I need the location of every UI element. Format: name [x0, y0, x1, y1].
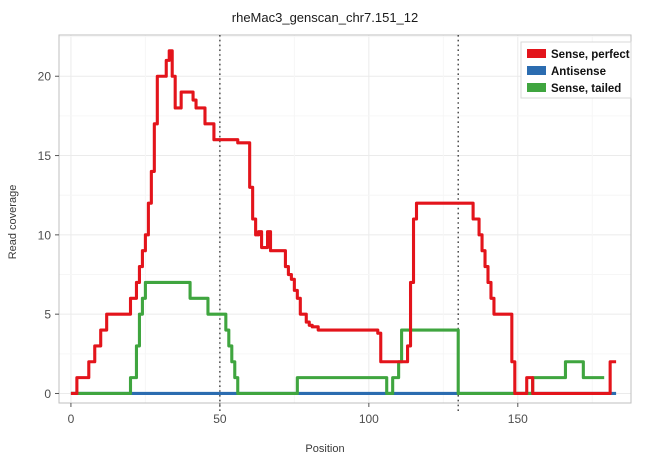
legend-label: Sense, perfect: [551, 49, 630, 61]
axis-ticks: 0 5 10 15 20 0 50 100 150: [38, 70, 528, 426]
plot-frame: [58, 34, 632, 404]
gridlines: [59, 35, 631, 403]
x-tick-label: 150: [508, 412, 528, 426]
series-lines: [70, 49, 617, 396]
legend-label: Antisense: [551, 66, 606, 78]
y-tick-label: 0: [44, 387, 51, 401]
legend-swatch: [527, 49, 546, 58]
y-axis-label: Read coverage: [7, 185, 19, 260]
legend-label: Sense, tailed: [551, 83, 621, 95]
y-tick-label: 5: [44, 308, 51, 322]
x-axis-label: Position: [305, 443, 344, 455]
vertical-marker-lines: [219, 35, 459, 412]
x-tick-label: 50: [213, 412, 227, 426]
x-tick-label: 100: [359, 412, 379, 426]
legend-swatch: [527, 66, 546, 75]
y-tick-label: 10: [38, 228, 52, 242]
y-tick-label: 20: [38, 70, 52, 84]
chart-legend: Sense, perfect Antisense Sense, tailed: [520, 41, 632, 99]
y-tick-label: 15: [38, 149, 52, 163]
legend-swatch: [527, 83, 546, 92]
page-title: rheMac3_genscan_chr7.151_12: [232, 10, 418, 25]
series-line: [70, 49, 617, 396]
x-tick-label: 0: [68, 412, 75, 426]
